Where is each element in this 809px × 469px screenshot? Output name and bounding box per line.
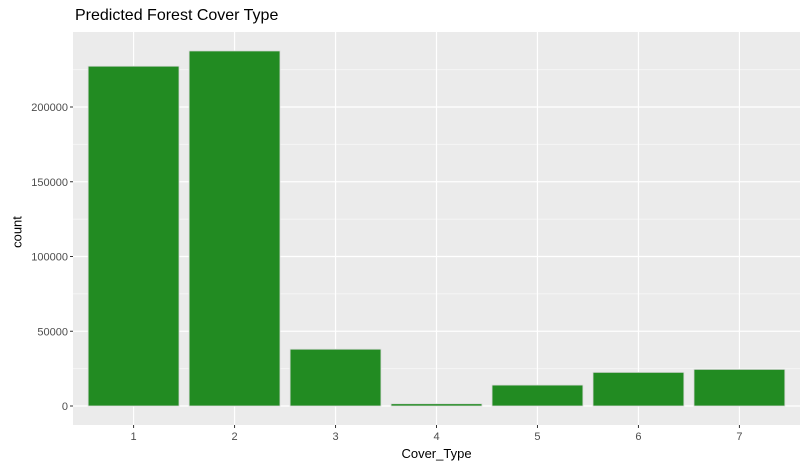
- y-tick-label: 50000: [37, 326, 68, 338]
- x-tick-label: 2: [231, 431, 237, 443]
- bar-cover-type-5: [491, 384, 584, 407]
- bar-cover-type-6: [592, 371, 685, 407]
- bars: [87, 50, 786, 407]
- y-tick-label: 150000: [31, 177, 68, 189]
- y-tick-label: 200000: [31, 102, 68, 114]
- x-tick-label: 3: [332, 431, 338, 443]
- bar-cover-type-3: [289, 348, 382, 407]
- bar-cover-type-2: [188, 50, 281, 407]
- x-axis-title: Cover_Type: [401, 446, 472, 461]
- x-tick-label: 5: [534, 431, 540, 443]
- y-tick-label: 100000: [31, 252, 68, 264]
- chart-title: Predicted Forest Cover Type: [75, 7, 279, 24]
- y-tick-label: 0: [62, 401, 68, 413]
- x-tick-label: 4: [433, 431, 439, 443]
- x-tick-label: 7: [736, 431, 742, 443]
- x-tick-label: 1: [131, 431, 137, 443]
- y-axis: 0 50000 100000 150000 200000: [31, 102, 73, 413]
- bar-cover-type-4: [390, 403, 483, 407]
- bar-cover-type-7: [693, 368, 786, 407]
- y-axis-title: count: [9, 216, 25, 248]
- bar-cover-type-1: [87, 65, 180, 407]
- x-axis: 1 2 3 4 5 6 7: [131, 425, 742, 443]
- x-tick-label: 6: [635, 431, 641, 443]
